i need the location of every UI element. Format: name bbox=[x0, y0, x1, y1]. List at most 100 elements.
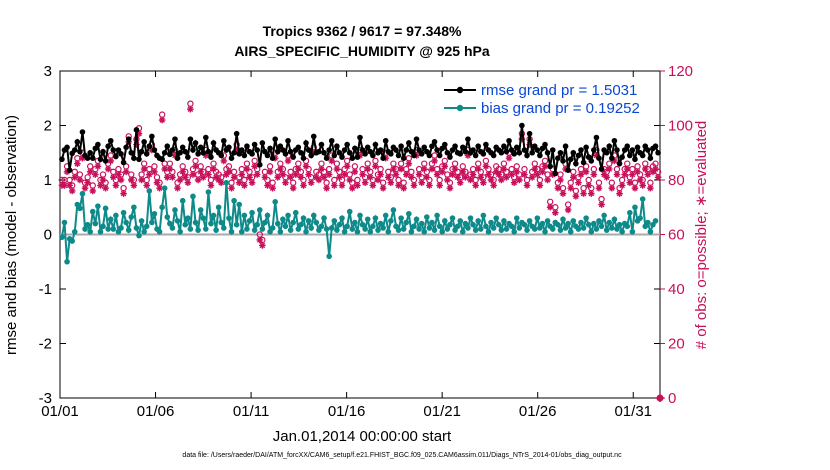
bias-data-point bbox=[367, 228, 374, 235]
obs-evaluated-marker bbox=[402, 171, 410, 178]
bias-data-point bbox=[557, 227, 564, 233]
obs-evaluated-marker bbox=[140, 165, 148, 173]
rmse-data-point bbox=[339, 154, 345, 160]
obs-evaluated-marker bbox=[284, 157, 292, 165]
rmse-data-point bbox=[256, 161, 263, 168]
bias-data-point bbox=[477, 226, 484, 232]
obs-evaluated-marker bbox=[526, 141, 533, 148]
obs-evaluated-marker bbox=[508, 171, 515, 178]
obs-evaluated-marker bbox=[410, 182, 418, 189]
obs-evaluated-marker bbox=[92, 171, 99, 178]
obs-evaluated-marker bbox=[621, 171, 628, 178]
bias-data-point bbox=[123, 219, 129, 226]
obs-evaluated-marker bbox=[618, 182, 626, 189]
bias-data-point bbox=[344, 223, 350, 230]
obs-evaluated-marker bbox=[151, 168, 158, 176]
bias-data-point bbox=[125, 227, 132, 233]
obs-evaluated-marker bbox=[449, 171, 456, 178]
y-tick-label: -3 bbox=[39, 390, 52, 407]
bias-data-point bbox=[398, 215, 404, 221]
obs-evaluated-marker bbox=[390, 165, 397, 173]
obs-evaluated-marker bbox=[593, 152, 600, 159]
obs-evaluated-marker bbox=[300, 182, 307, 189]
obs-evaluated-marker bbox=[248, 179, 256, 187]
bias-data-point bbox=[403, 219, 410, 226]
rmse-data-point bbox=[95, 141, 101, 148]
obs-evaluated-marker bbox=[598, 201, 605, 208]
bias-data-point bbox=[77, 205, 83, 212]
bias-data-point bbox=[611, 216, 618, 223]
rmse-data-point bbox=[616, 160, 623, 167]
bias-data-point bbox=[172, 207, 178, 213]
obs-evaluated-marker bbox=[199, 173, 207, 181]
rmse-data-point bbox=[84, 155, 91, 161]
y-tick-label: 1 bbox=[44, 172, 52, 189]
obs-evaluated-marker bbox=[261, 173, 269, 181]
obs-evaluated-marker bbox=[521, 171, 528, 178]
obs-evaluated-marker bbox=[500, 165, 508, 173]
rmse-data-point bbox=[192, 140, 199, 146]
bias-data-point bbox=[346, 208, 353, 215]
rmse-data-point bbox=[264, 152, 271, 159]
rmse-data-point bbox=[583, 144, 589, 151]
obs-evaluated-marker bbox=[469, 171, 477, 178]
legend-box bbox=[437, 78, 655, 120]
bias-data-point bbox=[585, 221, 592, 228]
obs-evaluated-marker bbox=[436, 182, 443, 189]
bias-data-point bbox=[177, 228, 183, 235]
obs-evaluated-marker bbox=[587, 190, 595, 197]
bias-data-point bbox=[228, 228, 235, 235]
rmse-data-point bbox=[452, 143, 458, 150]
obs-evaluated-marker bbox=[127, 176, 135, 184]
bias-data-point bbox=[285, 212, 291, 219]
rmse-data-point bbox=[159, 156, 165, 163]
bias-data-point bbox=[421, 228, 428, 235]
rmse-data-point bbox=[526, 130, 533, 137]
obs-evaluated-marker bbox=[433, 171, 441, 178]
rmse-data-point bbox=[362, 151, 368, 157]
rmse-data-point bbox=[372, 141, 379, 148]
bias-data-point bbox=[606, 219, 613, 226]
rmse-data-point bbox=[611, 137, 618, 144]
obs-evaluated-marker bbox=[333, 165, 341, 173]
bias-data-point bbox=[411, 223, 417, 230]
obs-evaluated-marker bbox=[395, 182, 402, 189]
obs-evaluated-marker bbox=[169, 173, 176, 181]
rmse-data-point bbox=[431, 139, 438, 145]
x-tick-label: 01/26 bbox=[519, 403, 557, 420]
bias-data-point bbox=[280, 216, 286, 223]
obs-evaluated-marker bbox=[341, 171, 348, 178]
bias-data-point bbox=[82, 226, 88, 232]
obs-evaluated-marker bbox=[498, 176, 505, 184]
obs-evaluated-marker bbox=[76, 176, 84, 184]
bias-data-point bbox=[120, 209, 127, 216]
rmse-data-point bbox=[629, 147, 636, 153]
obs-evaluated-marker bbox=[256, 236, 264, 244]
obs-evaluated-marker bbox=[474, 165, 482, 173]
rmse-data-point bbox=[529, 149, 535, 156]
y-tick-label: -2 bbox=[39, 336, 52, 353]
obs-evaluated-marker bbox=[477, 173, 485, 181]
bias-data-point bbox=[236, 201, 243, 208]
rmse-data-point bbox=[89, 155, 96, 161]
rmse-data-point bbox=[244, 143, 250, 150]
bias-data-point bbox=[151, 210, 158, 217]
rmse-data-point bbox=[403, 147, 410, 153]
bias-data-point bbox=[429, 219, 435, 226]
bias-data-point bbox=[128, 214, 135, 220]
rmse-data-point bbox=[560, 158, 566, 164]
bias-data-point bbox=[503, 226, 510, 232]
rmse-data-point bbox=[87, 149, 93, 156]
legend-swatch-marker bbox=[456, 86, 464, 94]
bias-data-point bbox=[372, 215, 379, 221]
bias-data-point bbox=[442, 218, 448, 224]
bias-data-point bbox=[542, 228, 548, 235]
rmse-data-point bbox=[483, 141, 489, 148]
bias-data-point bbox=[647, 228, 654, 235]
x-tick-label: 01/21 bbox=[423, 403, 461, 420]
obs-evaluated-marker bbox=[158, 116, 166, 124]
obs-evaluated-marker bbox=[472, 182, 479, 189]
bias-data-point bbox=[513, 215, 520, 221]
rmse-data-point bbox=[549, 147, 556, 153]
bias-data-point bbox=[241, 212, 248, 219]
